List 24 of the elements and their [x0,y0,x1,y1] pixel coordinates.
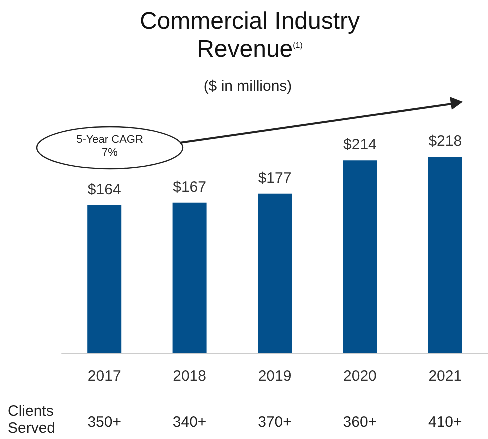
x-tick-label: 2019 [258,368,292,385]
bar [343,160,378,353]
bar [258,194,292,353]
bar [172,202,207,353]
x-tick-label: 2021 [428,368,462,385]
chart-title: Commercial Industry Revenue$^{(1)}$ [138,8,362,64]
bar [428,157,462,353]
text: 350+ [86,414,122,432]
bar [88,206,122,353]
data-label: $167 [173,178,206,196]
text: 410+ [427,414,464,432]
x-tick-label: 2018 [173,368,206,385]
x-tick-label: 2020 [344,368,377,385]
data-label: $177 [258,170,292,187]
data-label: $218 [428,133,462,150]
chart-subtitle: ($ in millions) [202,78,294,96]
text: Clients Served [8,403,57,438]
text: 340+ [172,414,208,432]
annotation: 5-Year CAGR 7% [76,134,144,160]
x-tick-label: 2017 [88,368,122,385]
text: 370+ [257,414,293,432]
data-label: $214 [344,136,377,154]
text: 360+ [342,414,378,432]
data-label: $164 [88,182,122,199]
